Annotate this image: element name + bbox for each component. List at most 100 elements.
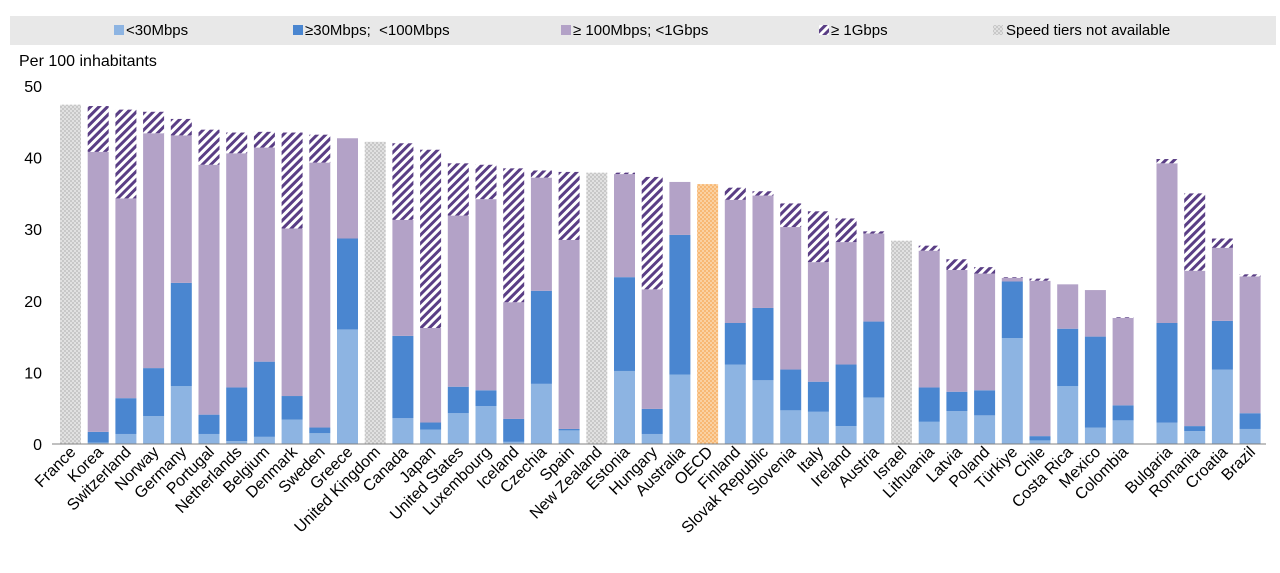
bar-australia	[669, 181, 691, 444]
bar-mexico	[1084, 290, 1106, 444]
bar-costa-rica	[1057, 284, 1079, 444]
bar-netherlands	[226, 132, 248, 444]
bar-luxembourg	[475, 164, 497, 444]
bar-segment-series-1	[863, 321, 885, 398]
bar-segment-series-2	[87, 151, 109, 432]
bar-segment-series-2	[392, 219, 414, 336]
y-tick-label: 40	[24, 151, 42, 168]
bar-segment-not-available	[586, 172, 608, 445]
bar-segment-series-2	[115, 198, 137, 399]
bar-segment-series-0	[946, 411, 968, 444]
bar-segment-series-2	[253, 147, 275, 362]
bar-segment-series-3	[558, 171, 580, 240]
bar-segment-series-2	[614, 174, 635, 278]
bar-segment-series-1	[1112, 405, 1134, 421]
y-tick-label: 30	[24, 222, 42, 239]
bar-segment-series-3	[1112, 317, 1134, 318]
bar-segment-series-1	[253, 361, 275, 437]
bar-segment-series-1	[447, 386, 469, 414]
bar-segment-series-1	[503, 418, 525, 442]
bar-japan	[420, 149, 442, 444]
bar-segment-series-1	[641, 408, 663, 434]
bar-segment-series-3	[752, 191, 774, 196]
bar-romania	[1184, 193, 1206, 444]
bar-segment-series-0	[558, 430, 580, 444]
bar-korea	[87, 106, 109, 444]
bar-segment-series-1	[1029, 436, 1051, 441]
bar-segment-series-3	[918, 245, 940, 251]
bar-segment-series-2	[170, 135, 192, 283]
bar-segment-series-2	[1029, 280, 1051, 437]
bar-ireland	[835, 218, 857, 444]
bar-segment-series-1	[226, 387, 248, 442]
unit-label: Per 100 inhabitants	[19, 53, 157, 70]
bar-segment-series-2	[420, 328, 442, 423]
bar-austria	[863, 231, 885, 444]
bar-segment-series-3	[807, 211, 829, 263]
bar-norway	[143, 111, 165, 444]
legend-swatch-30-100	[293, 25, 303, 35]
bar-segment-series-0	[1184, 431, 1206, 444]
bar-segment-series-3	[946, 259, 968, 271]
bar-segment-series-0	[974, 415, 996, 444]
bar-france	[60, 104, 81, 444]
bar-segment-series-0	[143, 416, 165, 444]
bar-segment-series-0	[420, 429, 442, 444]
bar-segment-series-3	[641, 176, 663, 290]
y-tick-label: 20	[24, 294, 42, 311]
bar-segment-series-2	[974, 273, 996, 391]
bar-segment-series-2	[918, 250, 940, 388]
bar-segment-series-0	[198, 433, 220, 444]
bar-segment-series-3	[281, 132, 303, 229]
bar-segment-series-2	[780, 227, 802, 370]
bar-segment-series-2	[863, 233, 885, 322]
bar-denmark	[281, 132, 303, 444]
bar-segment-series-2	[530, 177, 552, 291]
legend-label-30-100: ≥30Mbps; <100Mbps	[305, 22, 450, 39]
bar-segment-series-2	[1211, 247, 1233, 321]
bar-segment-series-2	[143, 133, 165, 369]
bar-segment-series-2	[281, 228, 303, 397]
y-axis: 0 10 20 30 40 50	[24, 79, 42, 454]
bar-segment-series-3	[392, 143, 414, 220]
bar-segment-series-0	[281, 419, 303, 444]
bar-brazil	[1239, 274, 1261, 444]
bar-segment-series-0	[447, 413, 469, 444]
bar-segment-series-1	[780, 369, 802, 411]
bar-segment-series-0	[918, 421, 940, 444]
bar-segment-series-1	[835, 364, 857, 427]
bar-segment-series-2	[946, 270, 968, 392]
bar-segment-series-0	[253, 436, 275, 444]
legend-swatch-100-1g	[561, 25, 571, 35]
bar-segment-series-3	[780, 203, 802, 228]
bar-segment-series-3	[835, 218, 857, 243]
bar-israel	[891, 240, 912, 444]
bar-poland	[974, 267, 996, 444]
bar-segment-series-3	[87, 106, 109, 152]
bar-czechia	[530, 170, 552, 444]
legend-swatch-na	[993, 25, 1003, 35]
bar-segment-series-2	[641, 289, 663, 409]
legend-item-100-1g: ≥ 100Mbps; <1Gbps	[561, 22, 708, 39]
bar-segment-series-3	[447, 163, 469, 216]
bar-segment-series-1	[558, 428, 580, 431]
bar-portugal	[198, 129, 220, 444]
bar-segment-series-1	[420, 422, 442, 430]
bar-segment-series-3	[974, 267, 996, 274]
bar-segment-series-1	[337, 238, 358, 330]
bar-segment-series-2	[1184, 270, 1206, 427]
bar-segment-series-0	[1057, 386, 1079, 444]
bar-segment-series-1	[1001, 281, 1023, 339]
bar-segment-series-0	[669, 374, 691, 444]
bar-segment-series-3	[503, 168, 525, 303]
bar-colombia	[1112, 317, 1134, 444]
category-labels: FranceKoreaSwitzerlandNorwayGermanyPortu…	[32, 443, 1259, 537]
bar-segment-series-3	[420, 149, 442, 329]
bar-segment-series-1	[752, 307, 774, 381]
bar-segment-series-0	[87, 442, 109, 444]
bar-segment-series-1	[309, 427, 331, 434]
bar-segment-series-3	[1239, 274, 1261, 277]
legend-label-100-1g: ≥ 100Mbps; <1Gbps	[573, 22, 708, 39]
bar-sweden	[309, 134, 331, 444]
bar-segment-not-available	[364, 141, 386, 444]
